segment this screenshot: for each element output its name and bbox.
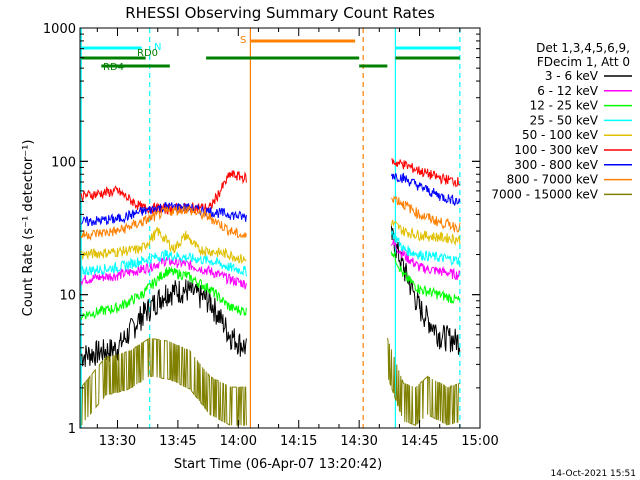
series-line: [80, 239, 461, 290]
legend-title: FDecim 1, Att 0: [537, 55, 630, 69]
x-tick-label: 14:45: [401, 434, 438, 449]
legend-entry: 100 - 300 keV: [514, 143, 598, 157]
series-line: [80, 229, 461, 277]
legend-entry: 3 - 6 keV: [545, 69, 599, 83]
x-tick-label: 14:15: [280, 434, 317, 449]
series-line: [80, 195, 461, 242]
legend-title: Det 1,3,4,5,6,9,: [536, 41, 630, 55]
series-line: [80, 251, 460, 320]
plot-area: N S RD0 RD4 1 10 100 1000 13:30 13:45 14:00 14:15 14…: [43, 22, 499, 449]
y-tick-label: 1000: [43, 22, 76, 37]
legend-entry: 50 - 100 keV: [522, 128, 599, 142]
x-tick-label: 14:00: [220, 434, 257, 449]
x-tick-label: 14:30: [340, 434, 377, 449]
y-tick-label: 100: [51, 155, 76, 170]
x-axis-label: Start Time (06-Apr-07 13:20:42): [174, 457, 382, 472]
y-tick-label: 1: [68, 422, 76, 437]
series-line: [80, 224, 461, 367]
legend-entry: 7000 - 15000 keV: [491, 187, 598, 201]
legend-entry: 300 - 800 keV: [514, 158, 598, 172]
x-tick-label: 13:30: [99, 434, 136, 449]
plot-frame: [79, 27, 481, 429]
state-label: RD4: [103, 62, 124, 73]
legend-entry: 800 - 7000 keV: [507, 173, 599, 187]
legend: Det 1,3,4,5,6,9,FDecim 1, Att 03 - 6 keV…: [491, 41, 632, 201]
legend-entry: 6 - 12 keV: [537, 84, 599, 98]
state-label: RD0: [137, 48, 158, 59]
legend-entry: 12 - 25 keV: [530, 99, 599, 113]
state-label: S: [240, 35, 246, 46]
state-label: N: [154, 42, 161, 53]
timestamp: 14-Oct-2021 15:51: [551, 469, 636, 479]
x-tick-label: 15:00: [461, 434, 498, 449]
series-line: [80, 219, 461, 265]
y-axis-label: Count Rate (s⁻¹ detector⁻¹): [21, 140, 36, 317]
y-tick-label: 10: [59, 289, 76, 304]
chart-title: RHESSI Observing Summary Count Rates: [125, 4, 435, 22]
legend-entry: 25 - 50 keV: [530, 113, 599, 127]
series-line: [80, 172, 461, 227]
x-tick-label: 13:45: [159, 434, 196, 449]
series-line: [80, 337, 461, 426]
